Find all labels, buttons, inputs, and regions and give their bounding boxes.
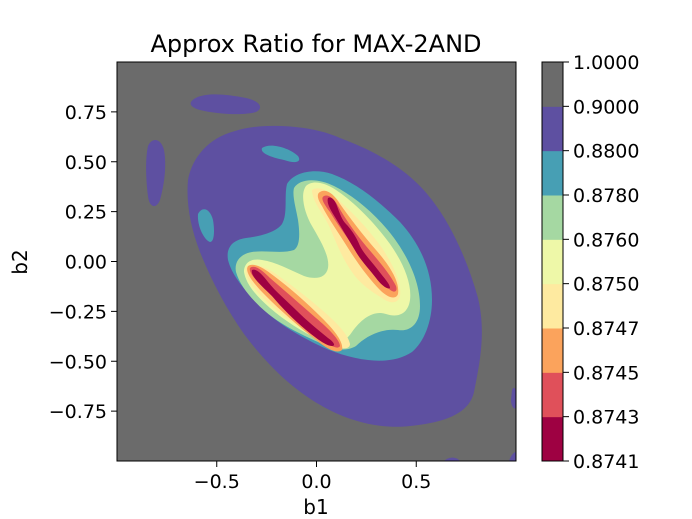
colorbar-tick-label: 0.8780 (573, 185, 639, 207)
region-level-0.8800-0.9000-top-island (190, 94, 261, 115)
x-axis-ticks: −0.5 0.0 0.5 (194, 461, 431, 493)
colorbar-band-0.9000-1.0000 (542, 62, 563, 107)
x-axis-label: b1 (303, 495, 328, 519)
y-tick-label: −0.25 (49, 301, 107, 323)
x-tick-label: 0.5 (401, 471, 431, 493)
colorbar-tick-label: 0.8741 (573, 451, 639, 473)
colorbar-band-0.8747-0.8750 (542, 283, 563, 329)
y-tick-label: 0.75 (65, 102, 107, 124)
region-level-0.8800-0.9000-bottom-edge (444, 457, 460, 461)
colorbar-tick-label: 0.8750 (573, 274, 639, 296)
colorbar-band-0.8780-0.8800 (542, 150, 563, 196)
region-level-0.8780-0.8800-island-1 (261, 145, 300, 163)
colorbar-tick-label: 0.8747 (573, 318, 639, 340)
x-tick-label: 0.0 (301, 471, 331, 493)
colorbar: 0.8741 0.8743 0.8745 0.8747 0.8750 0.8760 0.87… (541, 52, 639, 473)
colorbar-tick-label: 1.0000 (573, 52, 639, 74)
region-level-0.8800-0.9000-corner (509, 452, 516, 461)
y-axis-ticks: 0.75 0.50 0.25 0.00 −0.25 −0.50 −0.75 (49, 102, 117, 423)
colorbar-band-0.8743-0.8745 (542, 372, 563, 418)
plot-area: −0.5 0.0 0.5 0.75 0.50 0.25 0.00 −0.25 −0.50 −0.… (49, 61, 517, 493)
colorbar-band-0.8760-0.8780 (542, 195, 563, 240)
region-level-0.8800-0.9000-right-edge (511, 387, 516, 409)
colorbar-tick-label: 0.8760 (573, 229, 639, 251)
colorbar-band-0.8745-0.8747 (542, 328, 563, 373)
colorbar-band-0.8741-0.8743 (542, 416, 563, 462)
y-tick-label: 0.00 (65, 252, 107, 274)
colorbar-tick-label: 0.9000 (573, 96, 639, 118)
colorbar-band-0.8750-0.8760 (542, 239, 563, 285)
y-tick-label: 0.50 (65, 152, 107, 174)
colorbar-tick-label: 0.8745 (573, 362, 639, 384)
region-level-0.8745-0.8747 (247, 190, 399, 352)
region-level-0.8741-0.8743 (251, 197, 390, 346)
y-tick-label: −0.50 (49, 351, 107, 373)
chart-title: Approx Ratio for MAX-2AND (150, 30, 481, 58)
colorbar-band-0.8800-0.9000 (542, 106, 563, 152)
colorbar-tick-label: 0.8800 (573, 141, 639, 163)
y-tick-label: −0.75 (49, 401, 107, 423)
colorbar-frame (541, 61, 564, 462)
colorbar-tick-label: 0.8743 (573, 407, 639, 429)
region-level-0.8780-0.8800-island-2 (197, 209, 214, 242)
region-level-0.8800-0.9000-left-island (146, 140, 166, 207)
y-axis-label: b2 (8, 249, 32, 274)
x-tick-label: −0.5 (194, 471, 240, 493)
y-tick-label: 0.25 (65, 202, 107, 224)
